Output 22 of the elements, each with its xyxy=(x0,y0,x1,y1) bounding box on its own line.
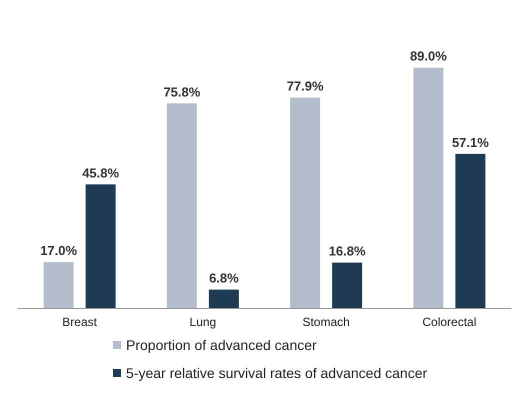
data-label: 17.0% xyxy=(40,243,78,258)
bar xyxy=(86,184,116,308)
data-label: 75.8% xyxy=(163,84,201,100)
legend-label: Proportion of advanced cancer xyxy=(126,337,318,353)
bar xyxy=(455,154,486,308)
data-label: 89.0% xyxy=(410,48,448,64)
legend-label: 5-year relative survival rates of advanced cancer xyxy=(126,365,428,381)
bar xyxy=(332,262,362,308)
data-label: 16.8% xyxy=(328,244,366,259)
x-tick-label: Lung xyxy=(190,315,216,329)
bar xyxy=(413,68,444,308)
bar xyxy=(208,290,239,308)
data-label: 77.9% xyxy=(286,78,324,94)
data-label: 6.8% xyxy=(209,270,240,286)
x-tick-label: Breast xyxy=(62,315,98,329)
x-tick-label: Stomach xyxy=(302,315,350,329)
data-label: 57.1% xyxy=(452,134,490,150)
bar xyxy=(166,103,197,308)
x-tick-label: Colorectal xyxy=(422,315,476,329)
bar xyxy=(290,98,320,308)
bar xyxy=(44,262,74,308)
data-label: 45.8% xyxy=(82,165,120,180)
